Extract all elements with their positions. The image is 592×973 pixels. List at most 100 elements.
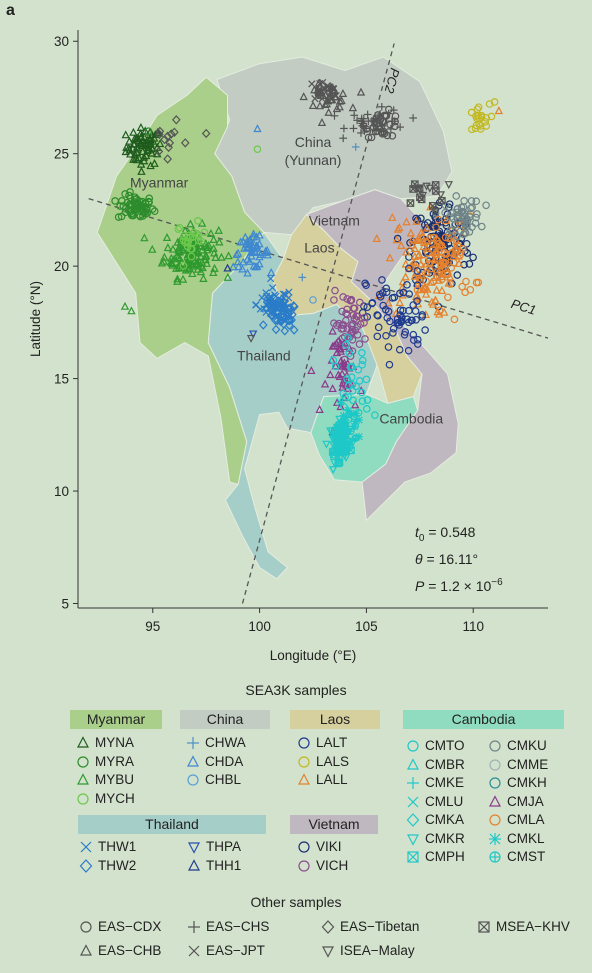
point-cmph <box>330 450 338 459</box>
point-lall <box>418 277 427 286</box>
point-lals <box>490 98 499 106</box>
point-lall <box>421 289 431 298</box>
point-myna <box>129 154 138 163</box>
legend-item-label: LALL <box>316 772 348 787</box>
circle-marker-icon <box>489 814 501 826</box>
point-myna <box>148 144 157 153</box>
pc2-line <box>241 43 395 604</box>
point-mybu <box>201 250 211 259</box>
diamond-marker-icon <box>79 858 93 873</box>
cross-marker-icon <box>80 841 92 853</box>
point-lalt <box>373 311 382 319</box>
y-tick-label: 10 <box>54 484 69 499</box>
point-chda <box>233 257 243 266</box>
point-cmto <box>340 402 348 411</box>
circle-marker-shape <box>489 758 501 771</box>
point-mybu <box>160 252 169 261</box>
square-x-marker-shape <box>407 851 419 863</box>
point-myna <box>121 130 130 139</box>
point-lall <box>384 298 393 307</box>
point-cmja <box>320 379 330 388</box>
point-lall <box>410 252 420 261</box>
circle-marker-shape <box>77 755 89 768</box>
circle-marker-icon <box>298 737 310 749</box>
point-chda <box>252 240 262 249</box>
point-lalt <box>413 267 422 275</box>
point-chda <box>234 262 243 271</box>
stats-annotation: t0 = 0.548 θ = 16.11° P = 1.2 × 10−6 <box>415 524 503 594</box>
point-cmla <box>462 277 470 286</box>
point-cmla <box>445 234 453 243</box>
pc2-label: PC2 <box>381 66 402 95</box>
point-myna <box>139 152 149 161</box>
point-eas-tibetan <box>154 146 164 157</box>
legend-item-label: CMKL <box>507 830 545 846</box>
legend-item-label: CMKR <box>425 830 465 846</box>
point-mych <box>200 228 209 237</box>
legend-item-label: CMKH <box>507 775 547 790</box>
plus-marker-shape <box>407 777 419 789</box>
point-mybu <box>173 253 183 262</box>
point-myra <box>114 213 123 221</box>
plus-marker-shape <box>188 921 200 933</box>
circle-marker-shape <box>80 921 92 933</box>
point-chda <box>245 256 254 265</box>
point-lall <box>423 284 432 293</box>
region-label: Cambodia <box>379 411 443 427</box>
point-lall <box>426 264 436 273</box>
point-thw2 <box>267 310 277 320</box>
point-eas-cdx <box>383 131 392 140</box>
point-thw1 <box>262 289 270 297</box>
point-lall <box>372 234 381 242</box>
point-lalt <box>358 308 367 317</box>
point-mybu <box>173 274 182 283</box>
plus-marker-icon <box>187 737 199 749</box>
point-mybu <box>209 268 218 277</box>
point-eas-chs <box>389 106 398 114</box>
circle-marker-shape <box>298 755 310 768</box>
point-lalt <box>395 321 404 329</box>
point-cmst <box>335 430 343 439</box>
point-mybu <box>173 276 182 285</box>
x-tick-label: 100 <box>248 619 271 634</box>
point-mybu <box>192 252 202 261</box>
point-eas-jpt <box>332 91 340 100</box>
point-cmla <box>440 263 448 272</box>
point-thw2 <box>285 315 295 326</box>
circle-marker-shape <box>489 740 501 752</box>
point-eas-cdx <box>367 133 376 142</box>
point-cmto <box>362 375 371 384</box>
point-vich <box>337 325 346 333</box>
point-cmla <box>426 234 435 242</box>
point-eas-tibetan <box>166 129 176 139</box>
legend-item-label: MYRA <box>95 753 135 769</box>
point-cmto <box>344 333 352 342</box>
point-eas-chs <box>353 116 361 125</box>
circle-marker-icon <box>489 740 501 752</box>
point-chda <box>241 232 250 241</box>
point-vich <box>356 298 364 307</box>
region-label: China <box>295 134 332 150</box>
point-eas-tibetan <box>155 126 165 137</box>
point-lalt <box>413 281 422 290</box>
point-cmto <box>357 388 366 397</box>
legend-item-label: CMLU <box>425 793 464 809</box>
point-cmto <box>331 362 340 371</box>
triangle-marker-shape <box>80 944 92 956</box>
asterisk-marker-icon <box>489 832 501 845</box>
point-mybu <box>178 245 187 254</box>
point-cmst <box>335 420 344 429</box>
point-chda <box>236 237 245 246</box>
point-lalt <box>405 264 413 273</box>
point-viki <box>413 216 422 224</box>
point-cmla <box>438 275 446 283</box>
point-cmla <box>432 251 440 259</box>
point-chda <box>232 250 241 259</box>
point-mybu <box>214 225 223 234</box>
square-x-marker-shape <box>478 921 490 933</box>
point-lalt <box>384 307 393 316</box>
circle-marker-icon <box>80 921 92 933</box>
point-mych <box>179 262 188 270</box>
point-cmst <box>345 441 354 450</box>
point-cmku <box>453 232 461 241</box>
